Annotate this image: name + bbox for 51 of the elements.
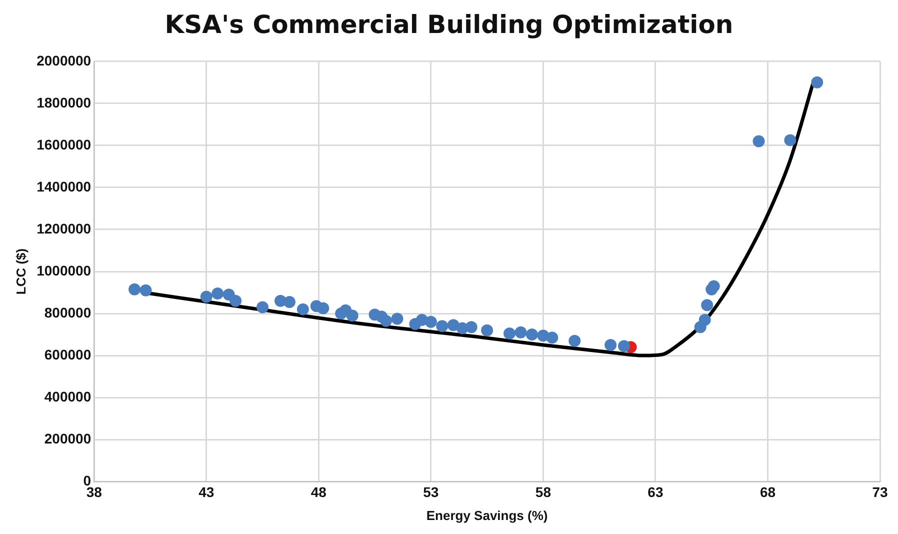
x-tick-label: 68: [760, 484, 776, 500]
y-tick-label: 1800000: [36, 94, 92, 110]
y-tick-label: 1000000: [36, 262, 92, 278]
x-tick-label: 53: [423, 484, 439, 500]
point: [391, 312, 404, 325]
point: [212, 288, 224, 300]
point: [701, 299, 714, 312]
point: [465, 321, 478, 334]
y-tick-label: 1400000: [36, 178, 92, 194]
point: [618, 340, 630, 352]
point: [784, 134, 796, 146]
point: [256, 301, 269, 314]
y-tick-label: 0: [83, 472, 92, 488]
x-tick-label: 58: [535, 484, 552, 500]
point: [447, 319, 460, 332]
chart-title: KSA's Commercial Building Optimization: [164, 10, 734, 41]
point: [128, 283, 141, 296]
point: [811, 76, 824, 88]
y-axis-title: LCC ($): [13, 248, 28, 295]
point: [436, 320, 448, 332]
point: [568, 334, 581, 347]
point: [708, 280, 720, 292]
x-tick-label: 63: [648, 484, 664, 500]
point: [283, 296, 296, 308]
point: [317, 302, 330, 314]
y-tick-label: 600000: [44, 346, 92, 362]
point: [200, 290, 212, 303]
point: [380, 314, 392, 327]
point: [752, 135, 765, 148]
point: [481, 324, 494, 336]
point: [346, 310, 358, 322]
point: [698, 314, 711, 326]
x-tick-label: 43: [198, 484, 214, 500]
point: [504, 327, 516, 340]
y-tick-label: 1200000: [36, 220, 92, 236]
point: [526, 328, 538, 341]
point: [230, 294, 242, 307]
x-tick-label: 73: [872, 484, 888, 500]
y-tick-label: 200000: [44, 430, 92, 446]
y-tick-label: 800000: [44, 304, 92, 320]
point: [604, 339, 617, 352]
y-tick-label: 2000000: [36, 52, 92, 68]
point: [140, 284, 152, 296]
point: [424, 316, 437, 328]
y-tick-label: 400000: [44, 388, 92, 404]
point: [296, 303, 309, 316]
point: [546, 332, 558, 344]
point: [514, 326, 527, 338]
x-tick-label: 48: [310, 484, 327, 500]
y-tick-label: 1600000: [36, 136, 92, 152]
x-axis-title: Energy Savings (%): [426, 508, 548, 523]
